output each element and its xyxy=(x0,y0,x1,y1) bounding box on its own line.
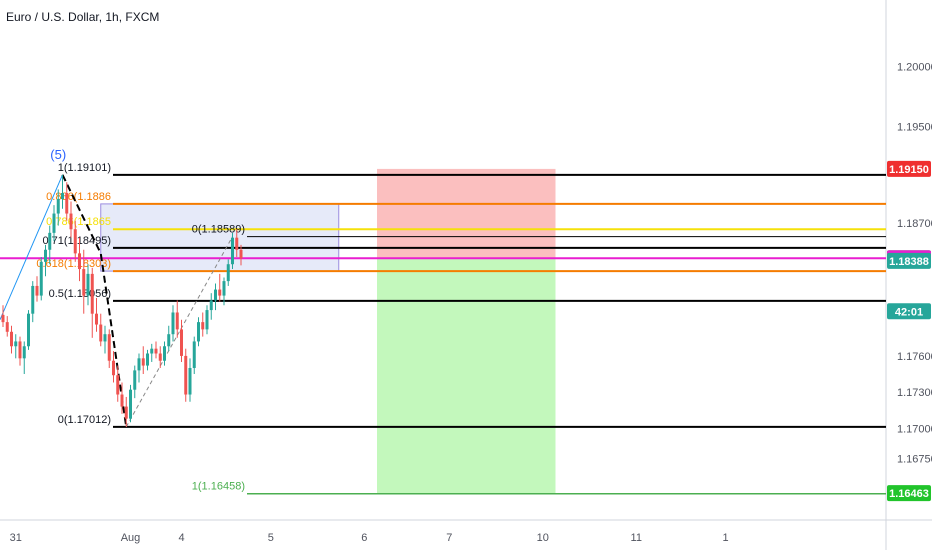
candle-body-8 xyxy=(35,285,39,296)
x-tick-label-1: Aug xyxy=(121,532,141,544)
candle-body-42 xyxy=(180,329,183,356)
candle-body-23 xyxy=(99,324,103,342)
candle-body-13 xyxy=(56,199,60,214)
y-tick-label-6: 1.16750 xyxy=(897,453,932,465)
candle-body-37 xyxy=(158,353,162,361)
stop-loss-zone xyxy=(377,168,556,259)
candle-body-33 xyxy=(141,358,145,366)
candle-body-25 xyxy=(107,334,111,361)
candle-body-17 xyxy=(73,229,77,254)
candle-body-26 xyxy=(112,360,115,376)
candle-body-11 xyxy=(48,232,52,250)
candle-body-51 xyxy=(218,289,222,296)
candle-body-32 xyxy=(137,358,141,371)
x-tick-label-6: 10 xyxy=(537,532,549,544)
candle-body-38 xyxy=(163,346,166,361)
candle-body-16 xyxy=(69,213,73,230)
candle-body-22 xyxy=(95,313,98,325)
candle-body-4 xyxy=(18,341,22,359)
chart-title: Euro / U.S. Dollar, 1h, FXCM xyxy=(6,10,160,24)
candle-body-39 xyxy=(167,334,171,347)
candle-body-52 xyxy=(222,281,226,296)
price-badge-5 xyxy=(887,485,931,502)
price-badge-text-4: 42:01 xyxy=(895,306,923,318)
projection-dashed-line xyxy=(125,236,233,428)
candle-body-9 xyxy=(39,261,43,296)
candle-body-45 xyxy=(192,341,196,368)
y-tick-label-1: 1.19500 xyxy=(897,122,932,134)
candle-body-10 xyxy=(44,249,47,262)
take-profit-zone xyxy=(377,258,556,494)
x-tick-label-5: 7 xyxy=(446,532,452,544)
candle-body-55 xyxy=(235,237,239,250)
candle-body-49 xyxy=(209,300,213,311)
candle-body-0 xyxy=(1,314,5,323)
x-tick-label-0: 31 xyxy=(10,532,22,544)
price-badge-4 xyxy=(887,303,931,320)
candle-body-46 xyxy=(197,322,200,342)
fib-label-4: 0.618(1.18303) xyxy=(36,258,111,270)
candle-body-3 xyxy=(14,341,18,347)
y-tick-label-4: 1.17300 xyxy=(897,387,932,399)
candle-body-15 xyxy=(65,193,69,214)
y-tick-label-2: 1.18700 xyxy=(897,218,932,230)
price-badge-0 xyxy=(887,160,931,177)
candle-body-2 xyxy=(10,331,13,347)
price-badge-text-0: 1.19150 xyxy=(889,164,929,176)
candle-body-43 xyxy=(184,355,188,395)
candle-body-31 xyxy=(133,370,137,390)
candle-body-47 xyxy=(201,322,205,330)
x-tick-label-7: 11 xyxy=(631,532,642,544)
wave-label: (5) xyxy=(50,147,66,162)
candle-body-48 xyxy=(205,310,209,330)
y-tick-label-0: 1.20000 xyxy=(897,61,932,73)
candle-body-44 xyxy=(188,367,192,395)
fib-ext-label-0: 0(1.18589) xyxy=(192,224,245,236)
candle-body-7 xyxy=(31,285,35,314)
price-badge-text-3: 1.18388 xyxy=(889,256,929,268)
fib-label-0: 1(1.19101) xyxy=(58,162,111,174)
candle-body-27 xyxy=(116,375,120,395)
fib-label-5: 0.5(1.18056) xyxy=(49,288,111,300)
x-tick-label-2: 4 xyxy=(178,532,184,544)
candle-body-50 xyxy=(214,289,217,301)
y-tick-label-3: 1.17600 xyxy=(897,351,932,363)
candle-body-19 xyxy=(82,269,86,296)
candle-body-28 xyxy=(120,394,124,407)
fib-box xyxy=(100,203,340,272)
fib-label-1: 0.886(1.1886 xyxy=(46,191,111,203)
candle-body-35 xyxy=(150,348,154,354)
candle-body-56 xyxy=(239,249,243,259)
price-badge-3 xyxy=(887,252,931,269)
candle-body-6 xyxy=(27,313,30,347)
candle-body-12 xyxy=(52,213,56,233)
fib-ext-label-1: 1(1.16458) xyxy=(192,481,245,493)
candle-body-18 xyxy=(78,253,81,270)
candle-body-21 xyxy=(90,273,94,314)
candle-body-34 xyxy=(146,353,149,366)
candle-body-1 xyxy=(5,322,9,332)
y-tick-label-5: 1.17000 xyxy=(897,423,932,435)
candle-body-53 xyxy=(226,264,230,282)
candle-body-24 xyxy=(103,334,107,342)
price-badge-text-5: 1.16463 xyxy=(889,488,929,500)
x-tick-label-3: 5 xyxy=(268,532,274,544)
candle-body-20 xyxy=(86,273,90,296)
candle-body-5 xyxy=(22,346,26,359)
trend-line-up xyxy=(0,174,63,320)
candle-body-14 xyxy=(61,193,64,200)
candle-body-54 xyxy=(231,237,234,265)
candle-body-41 xyxy=(175,312,179,330)
fib-label-2: 0.786(1.1865 xyxy=(46,216,111,228)
x-tick-label-4: 6 xyxy=(361,532,367,544)
x-tick-label-8: 1 xyxy=(722,532,728,544)
candle-body-36 xyxy=(154,348,158,354)
fib-label-6: 0(1.17012) xyxy=(58,414,111,426)
candle-body-30 xyxy=(129,389,132,419)
candle-body-40 xyxy=(171,312,175,335)
candle-body-29 xyxy=(124,406,128,419)
